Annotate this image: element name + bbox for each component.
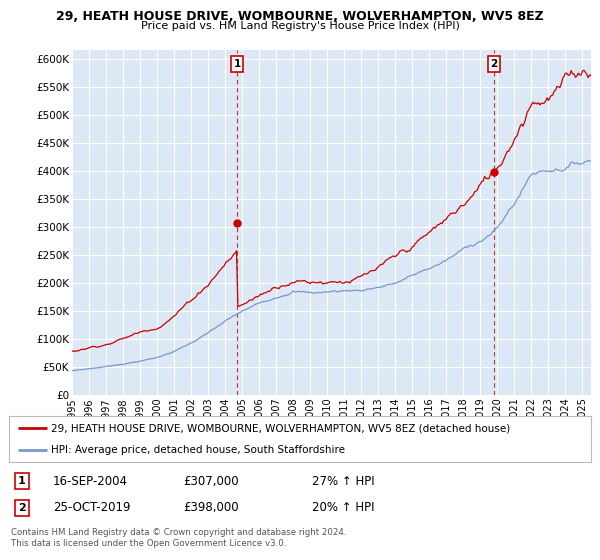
Text: HPI: Average price, detached house, South Staffordshire: HPI: Average price, detached house, Sout… bbox=[51, 445, 345, 455]
Text: This data is licensed under the Open Government Licence v3.0.: This data is licensed under the Open Gov… bbox=[11, 539, 286, 548]
Text: 29, HEATH HOUSE DRIVE, WOMBOURNE, WOLVERHAMPTON, WV5 8EZ: 29, HEATH HOUSE DRIVE, WOMBOURNE, WOLVER… bbox=[56, 10, 544, 23]
Text: £307,000: £307,000 bbox=[184, 474, 239, 488]
Text: 1: 1 bbox=[233, 59, 241, 69]
Text: 2: 2 bbox=[491, 59, 498, 69]
Text: 20% ↑ HPI: 20% ↑ HPI bbox=[311, 501, 374, 515]
Text: 16-SEP-2004: 16-SEP-2004 bbox=[53, 474, 128, 488]
Text: 25-OCT-2019: 25-OCT-2019 bbox=[53, 501, 130, 515]
Text: 29, HEATH HOUSE DRIVE, WOMBOURNE, WOLVERHAMPTON, WV5 8EZ (detached house): 29, HEATH HOUSE DRIVE, WOMBOURNE, WOLVER… bbox=[51, 423, 510, 433]
Text: 27% ↑ HPI: 27% ↑ HPI bbox=[311, 474, 374, 488]
Text: £398,000: £398,000 bbox=[184, 501, 239, 515]
Text: 1: 1 bbox=[18, 476, 26, 486]
Text: Contains HM Land Registry data © Crown copyright and database right 2024.: Contains HM Land Registry data © Crown c… bbox=[11, 528, 346, 536]
Text: Price paid vs. HM Land Registry's House Price Index (HPI): Price paid vs. HM Land Registry's House … bbox=[140, 21, 460, 31]
Text: 2: 2 bbox=[18, 503, 26, 513]
